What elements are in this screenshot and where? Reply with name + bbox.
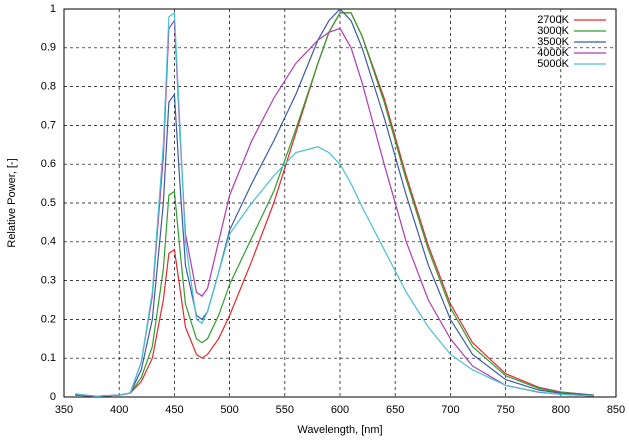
y-tick-label: 0.5 xyxy=(41,197,56,209)
x-tick-label: 400 xyxy=(110,404,128,416)
y-tick-label: 1 xyxy=(50,3,56,15)
legend-label: 3500K xyxy=(537,36,569,48)
x-tick-label: 350 xyxy=(55,404,73,416)
legend-label: 5000K xyxy=(537,58,569,70)
series-line xyxy=(74,11,594,397)
y-tick-label: 0.2 xyxy=(41,313,56,325)
legend-label: 4000K xyxy=(537,47,569,59)
x-tick-label: 500 xyxy=(220,404,238,416)
legend-label: 3000K xyxy=(537,25,569,37)
y-tick-label: 0.8 xyxy=(41,81,56,93)
y-tick-label: 0.9 xyxy=(41,42,56,54)
y-tick-label: 0.7 xyxy=(41,119,56,131)
x-axis-label: Wavelength, [nm] xyxy=(297,424,382,436)
x-tick-label: 700 xyxy=(441,404,459,416)
y-tick-label: 0.6 xyxy=(41,158,56,170)
series-line xyxy=(75,8,594,397)
legend-label: 2700K xyxy=(537,14,569,26)
x-tick-label: 750 xyxy=(496,404,514,416)
y-axis-label: Relative Power, [-] xyxy=(6,158,18,247)
x-tick-label: 800 xyxy=(552,404,570,416)
x-tick-label: 450 xyxy=(165,404,183,416)
x-tick-label: 600 xyxy=(331,404,349,416)
x-tick-label: 850 xyxy=(607,404,625,416)
y-tick-label: 0 xyxy=(50,391,56,403)
series-line xyxy=(75,12,594,397)
x-tick-label: 650 xyxy=(386,404,404,416)
y-tick-label: 0.3 xyxy=(41,275,56,287)
y-tick-label: 0.1 xyxy=(41,352,56,364)
series-line xyxy=(75,12,594,397)
y-tick-label: 0.4 xyxy=(41,236,56,248)
x-tick-label: 550 xyxy=(276,404,294,416)
